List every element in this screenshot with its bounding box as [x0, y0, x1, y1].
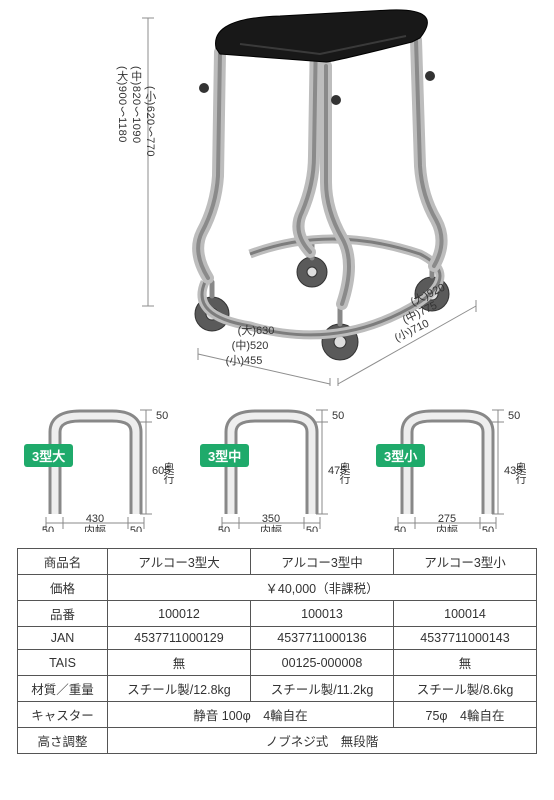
dim-height-large: (大)900～1180	[114, 66, 128, 143]
svg-text:内幅: 内幅	[260, 523, 282, 532]
spec-cell: 無	[394, 650, 537, 676]
dim-height-small: (小)620～770	[142, 86, 156, 157]
svg-text:奥行: 奥行	[162, 461, 175, 485]
spec-cell: 無	[108, 650, 251, 676]
spec-header: 品番	[18, 601, 108, 627]
svg-text:50: 50	[306, 525, 318, 532]
spec-cell: アルコー3型大	[108, 549, 251, 575]
svg-text:内幅: 内幅	[436, 523, 458, 532]
spec-header: JAN	[18, 627, 108, 650]
svg-text:50: 50	[508, 410, 520, 422]
spec-cell: 4537711000143	[394, 627, 537, 650]
svg-text:50: 50	[42, 525, 54, 532]
svg-text:350: 350	[262, 513, 280, 525]
variant-row: 50 605 奥行 50 430 50 内幅 3型大 50	[10, 402, 544, 542]
variant-1: 50 475 奥行 50 350 50 内幅 3型中	[196, 402, 358, 532]
spec-cell: スチール製/11.2kg	[251, 676, 394, 702]
spec-header: 高さ調整	[18, 728, 108, 754]
spec-cell: アルコー3型中	[251, 549, 394, 575]
product-figure: (大)900～1180 (中)820～1090 (小)620～770 (大)63…	[10, 6, 544, 402]
svg-text:奥行: 奥行	[338, 461, 351, 485]
spec-cell: 00125-000008	[251, 650, 394, 676]
spec-cell: 100013	[251, 601, 394, 627]
dim-width-small: (小)455	[204, 354, 284, 368]
variant-0: 50 605 奥行 50 430 50 内幅 3型大	[20, 402, 182, 532]
spec-header: 商品名	[18, 549, 108, 575]
svg-text:50: 50	[394, 525, 406, 532]
spec-cell: 100014	[394, 601, 537, 627]
svg-text:50: 50	[156, 410, 168, 422]
svg-text:50: 50	[332, 410, 344, 422]
variant-badge: 3型大	[24, 444, 73, 467]
spec-cell: アルコー3型小	[394, 549, 537, 575]
svg-text:430: 430	[86, 513, 104, 525]
spec-header: 材質／重量	[18, 676, 108, 702]
walker-illustration	[120, 6, 500, 386]
svg-text:275: 275	[438, 513, 456, 525]
variant-badge: 3型小	[376, 444, 425, 467]
spec-header: キャスター	[18, 702, 108, 728]
spec-cell: 4537711000129	[108, 627, 251, 650]
spec-cell: 100012	[108, 601, 251, 627]
spec-table: 商品名アルコー3型大アルコー3型中アルコー3型小価格￥40,000（非課税）品番…	[17, 548, 537, 754]
spec-cell: 75φ 4輪自在	[394, 702, 537, 728]
dim-width-medium: (中)520	[210, 339, 290, 353]
spec-cell: スチール製/12.8kg	[108, 676, 251, 702]
spec-cell: 静音 100φ 4輪自在	[108, 702, 394, 728]
svg-text:50: 50	[130, 525, 142, 532]
variant-badge: 3型中	[200, 444, 249, 467]
spec-cell: 4537711000136	[251, 627, 394, 650]
svg-text:内幅: 内幅	[84, 523, 106, 532]
spec-cell: スチール製/8.6kg	[394, 676, 537, 702]
dim-height-medium: (中)820～1090	[128, 66, 142, 144]
dim-width-large: (大)630	[216, 324, 296, 338]
svg-text:50: 50	[482, 525, 494, 532]
svg-text:50: 50	[218, 525, 230, 532]
spec-cell: ノブネジ式 無段階	[108, 728, 537, 754]
spec-cell: ￥40,000（非課税）	[108, 575, 537, 601]
svg-text:奥行: 奥行	[514, 461, 527, 485]
spec-header: 価格	[18, 575, 108, 601]
variant-2: 50 435 奥行 50 275 50 内幅 3型小	[372, 402, 534, 532]
spec-header: TAIS	[18, 650, 108, 676]
